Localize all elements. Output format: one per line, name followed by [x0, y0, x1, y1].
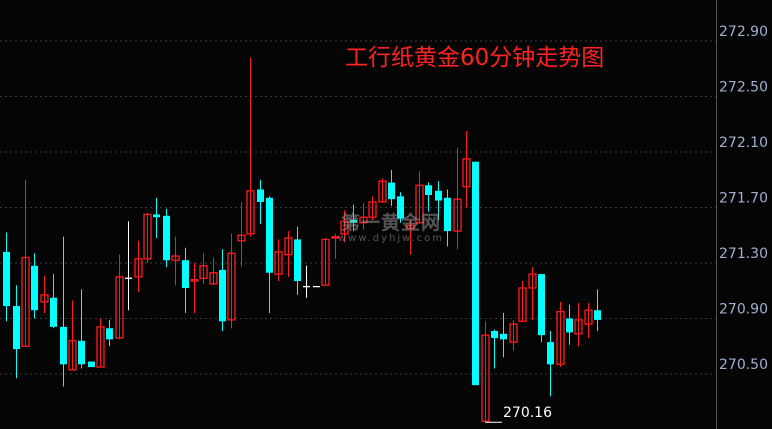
candle-body-down	[500, 333, 507, 340]
candle-body-up	[406, 224, 415, 229]
candle-body-down	[153, 214, 160, 218]
candle-body-down	[425, 185, 432, 195]
candle-body-down	[219, 269, 226, 322]
candle-body-up	[171, 255, 180, 261]
candle-body-down	[294, 239, 301, 282]
candle-body-up	[584, 309, 593, 325]
candle-body-down	[13, 306, 20, 350]
candle-body-up	[274, 251, 283, 275]
candle-body-down	[472, 161, 479, 386]
candle-body-up	[40, 294, 49, 303]
candle-body-down	[31, 265, 38, 311]
candle-body-up	[284, 237, 293, 256]
candle-body-down	[594, 310, 601, 320]
candle-body-up	[227, 252, 236, 321]
candle-body-down	[78, 340, 85, 365]
candle-body-up	[378, 180, 387, 203]
candle-body-up	[115, 276, 124, 339]
y-tick-label: 270.50	[719, 357, 768, 373]
candle-body-down	[266, 197, 273, 273]
candle-body-up	[509, 323, 518, 343]
candle-body-up	[481, 334, 490, 422]
candle-body-up	[134, 258, 143, 278]
candle-body-up	[21, 256, 30, 347]
candle-body-down	[435, 190, 442, 201]
candle-body-down	[350, 219, 357, 223]
candle-body-down	[163, 215, 170, 261]
y-tick-label: 272.90	[719, 24, 768, 40]
candle-body-up	[415, 184, 424, 224]
candle-body-down	[3, 251, 10, 307]
candle-body-down	[538, 274, 545, 336]
candle-body-up	[359, 216, 368, 224]
candle-body-up	[453, 198, 462, 232]
candle-body-up	[190, 279, 199, 282]
candle-body-up	[246, 190, 255, 235]
y-tick-label: 271.30	[719, 246, 768, 262]
candle-body-up	[518, 287, 527, 322]
candle-body-up	[331, 235, 340, 239]
candle-body-down	[566, 318, 573, 333]
candle-body-up	[556, 310, 565, 365]
candle-body-down	[50, 297, 57, 327]
candle-body-down	[182, 260, 189, 288]
candle-body-down	[397, 196, 404, 219]
candle-body-up	[96, 326, 105, 368]
min-annotation-label: 270.16	[503, 405, 552, 421]
candle-body-up	[340, 220, 349, 235]
candle-body-down	[60, 326, 67, 365]
candle-body-up	[574, 319, 583, 335]
candle-body-up	[368, 201, 377, 218]
candle-body-up	[209, 272, 218, 285]
candle-body-up	[321, 238, 330, 286]
candle-body-down	[444, 197, 451, 232]
y-tick-label: 271.70	[719, 190, 768, 206]
candle-body-down	[491, 331, 498, 338]
candle-body-down	[547, 342, 554, 365]
candle-body-down	[388, 182, 395, 200]
candle-body-down	[257, 189, 264, 202]
chart-title: 工行纸黄金60分钟走势图	[345, 45, 605, 71]
candle-body-up	[237, 234, 246, 242]
candle-body-up	[68, 340, 77, 371]
candle-body-up	[462, 158, 471, 188]
candle-body-down	[106, 328, 113, 340]
candle-body-down	[88, 361, 95, 368]
candle-body-up	[143, 213, 152, 260]
candle-body-up	[528, 273, 537, 289]
y-tick-label: 270.90	[719, 302, 768, 318]
y-tick-label: 272.10	[719, 135, 768, 151]
candle-body-up	[199, 265, 208, 279]
y-tick-label: 272.50	[719, 79, 768, 95]
